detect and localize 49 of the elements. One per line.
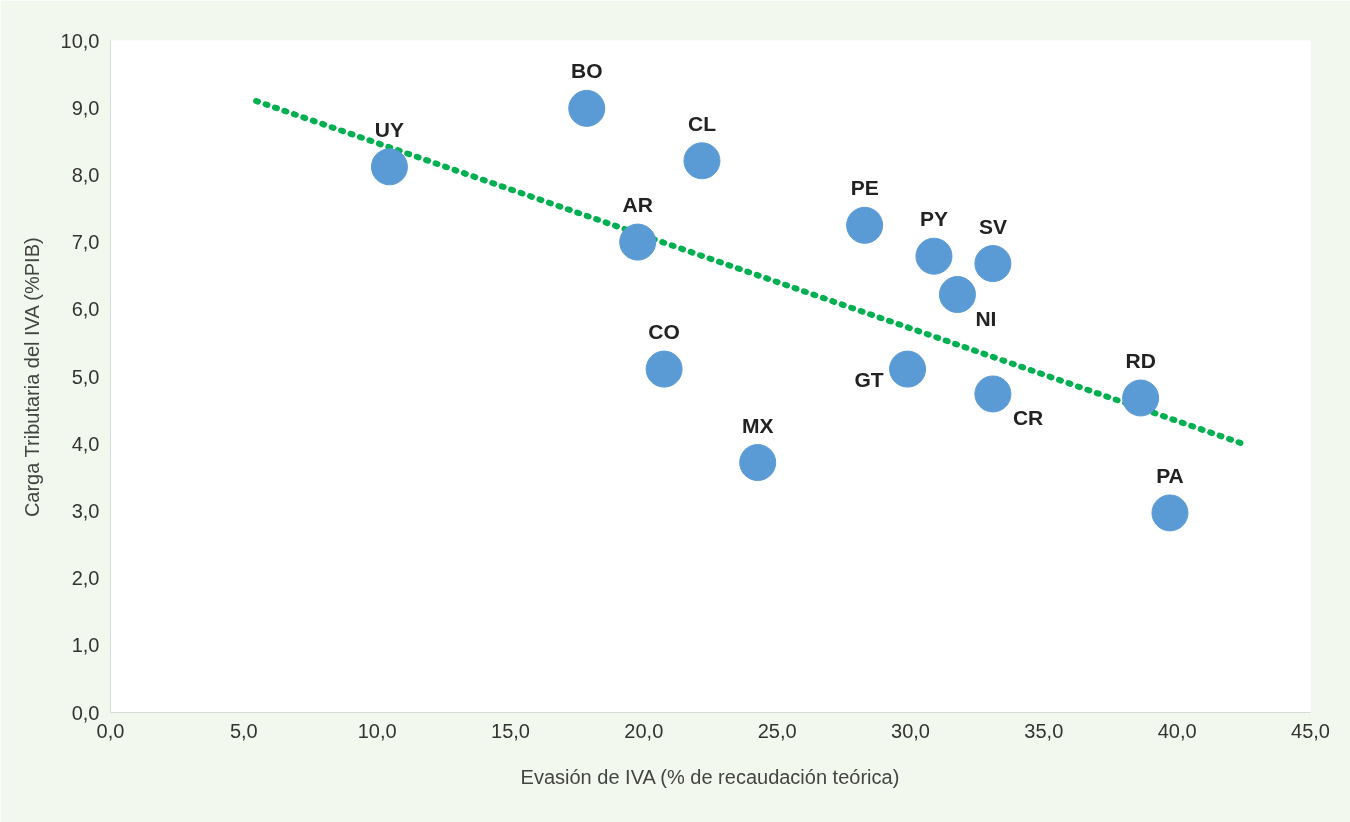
annotation: SV bbox=[978, 214, 1007, 238]
y-tick-label: 1,0 bbox=[71, 634, 100, 657]
annotation: PY bbox=[919, 207, 948, 231]
annotation: CO bbox=[648, 320, 680, 344]
point bbox=[938, 276, 976, 313]
y-tick-label: 9,0 bbox=[71, 96, 100, 119]
annotation: AR bbox=[622, 193, 653, 217]
point bbox=[1122, 379, 1160, 417]
x-axis-title: Evasión de IVA (% de recaudación teórica) bbox=[520, 765, 900, 788]
y-axis-title: Carga Tributaria del IVA (%PIB) bbox=[20, 237, 43, 518]
y-tick-label: 2,0 bbox=[71, 567, 100, 590]
point bbox=[370, 148, 408, 186]
annotation: GT bbox=[854, 367, 884, 391]
x-tick-label: 25,0 bbox=[757, 719, 797, 742]
x-tick-label: 35,0 bbox=[1024, 719, 1064, 742]
x-tick-label: 40,0 bbox=[1157, 719, 1197, 742]
x-tick-label: 5,0 bbox=[229, 719, 258, 742]
y-tick-label: 5,0 bbox=[71, 365, 100, 388]
x-tick-label: 15,0 bbox=[491, 719, 530, 742]
x-tick-label: 10,0 bbox=[357, 719, 397, 742]
point bbox=[683, 142, 721, 180]
point bbox=[915, 237, 953, 275]
y-tick-label: 3,0 bbox=[71, 499, 100, 522]
annotation: UY bbox=[374, 117, 405, 141]
point bbox=[739, 444, 777, 481]
x-tick-label: 20,0 bbox=[624, 719, 664, 742]
annotation: PE bbox=[850, 176, 879, 200]
annotation: CL bbox=[687, 111, 717, 135]
annotation: MX bbox=[741, 413, 774, 437]
annotation: BO bbox=[571, 59, 603, 83]
point bbox=[568, 89, 606, 127]
point bbox=[974, 245, 1012, 283]
point bbox=[846, 206, 884, 244]
y-tick-label: 8,0 bbox=[71, 163, 100, 186]
x-tick-label: 30,0 bbox=[891, 719, 930, 742]
point bbox=[645, 350, 683, 388]
annotation: PA bbox=[1156, 463, 1184, 487]
annotation: NI bbox=[975, 307, 997, 331]
y-tick-label: 10,0 bbox=[60, 29, 100, 52]
annotation: RD bbox=[1125, 349, 1156, 372]
point bbox=[974, 375, 1012, 413]
x-tick-label: 45,0 bbox=[1291, 719, 1330, 742]
y-tick-label: 7,0 bbox=[71, 231, 100, 254]
y-tick-label: 4,0 bbox=[71, 432, 100, 455]
annotation: CR bbox=[1012, 406, 1044, 430]
y-tick-label: 6,0 bbox=[71, 298, 100, 321]
point bbox=[619, 223, 657, 261]
point bbox=[1151, 494, 1189, 532]
point bbox=[889, 350, 927, 388]
